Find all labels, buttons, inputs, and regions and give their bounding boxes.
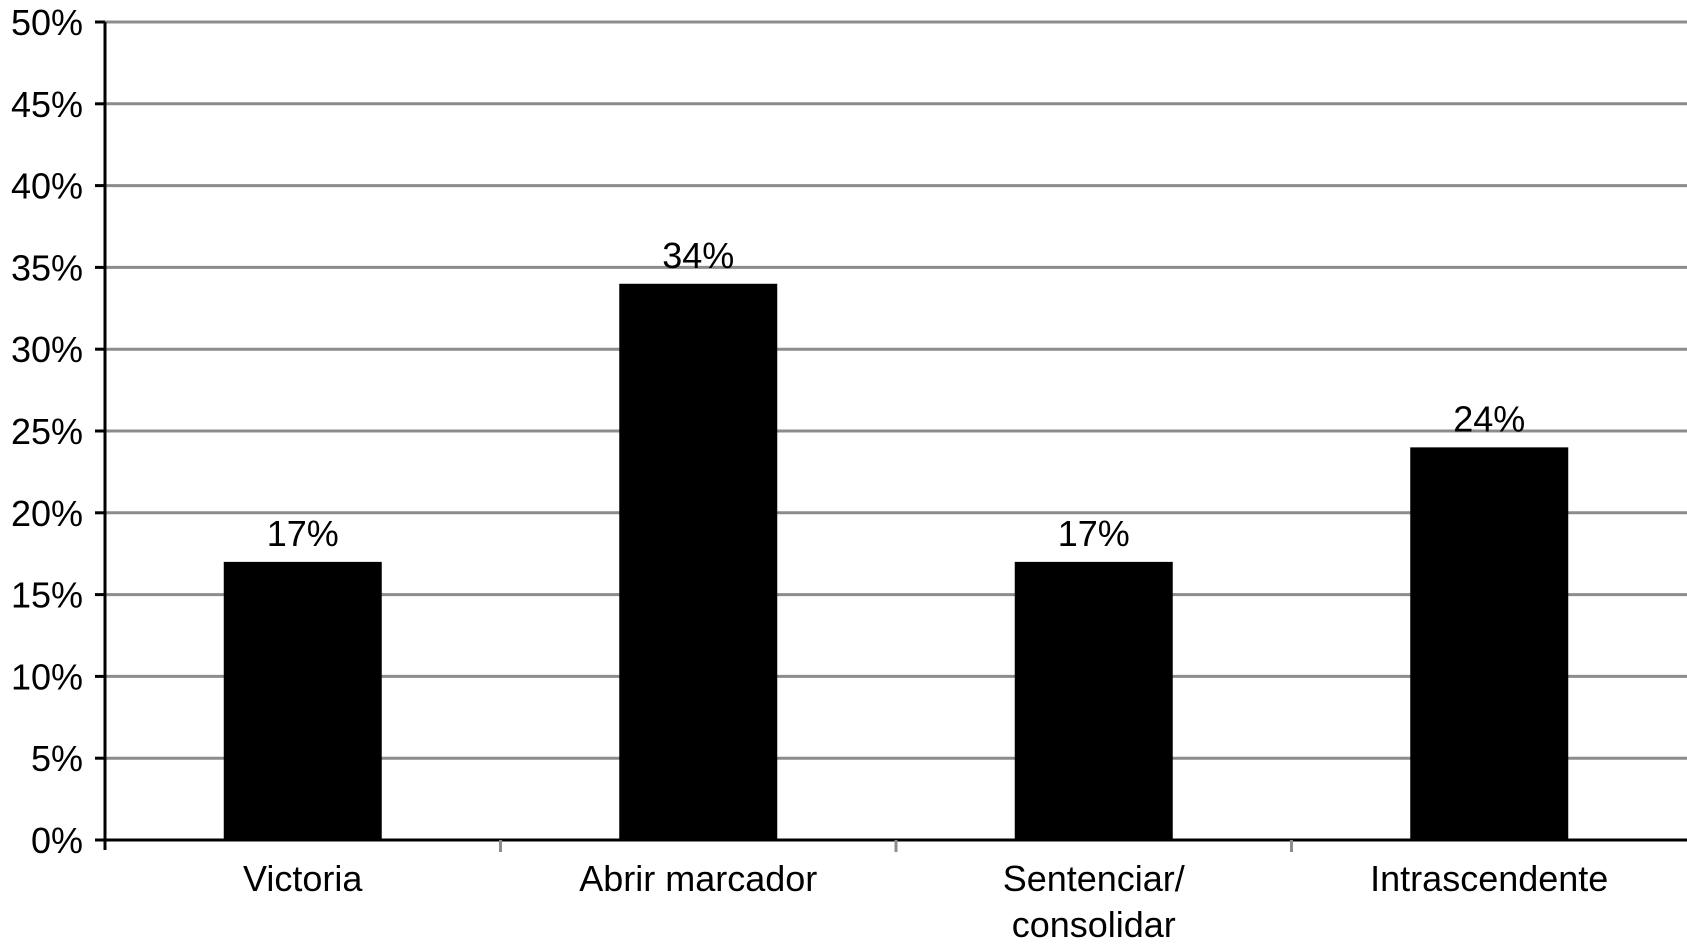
x-category-label: consolidar [1012,904,1176,945]
y-tick-label: 30% [11,329,83,370]
data-label: 34% [662,235,734,276]
y-tick-label: 40% [11,166,83,207]
x-axis-categories: Victoria Abrir marcador Sentenciar/consoli… [243,858,1608,945]
x-category-label: Victoria [243,858,363,899]
y-tick-label: 5% [31,738,83,779]
bar [619,283,778,840]
bar [1014,561,1173,840]
x-category-label: Abrir marcador [579,858,817,899]
bar [1410,447,1569,840]
data-label: 17% [267,513,339,554]
y-tick-label: 35% [11,247,83,288]
bar [223,561,382,840]
axes [103,22,1687,852]
bars [223,283,1569,840]
y-axis-ticks: 0% 5% 10% 15% 20% 25% 30% 35% 40% 45% 50% [11,2,105,861]
x-category-label: Intrascendente [1370,858,1608,899]
data-label: 24% [1453,398,1525,439]
y-tick-label: 10% [11,656,83,697]
y-tick-label: 50% [11,2,83,43]
y-tick-label: 20% [11,493,83,534]
x-category-label: Sentenciar/ [1003,858,1185,899]
y-tick-label: 45% [11,84,83,125]
data-label: 17% [1058,513,1130,554]
data-labels: 17% 34% 17% 24% [267,235,1526,554]
y-tick-label: 0% [31,820,83,861]
y-tick-label: 15% [11,575,83,616]
y-tick-label: 25% [11,411,83,452]
